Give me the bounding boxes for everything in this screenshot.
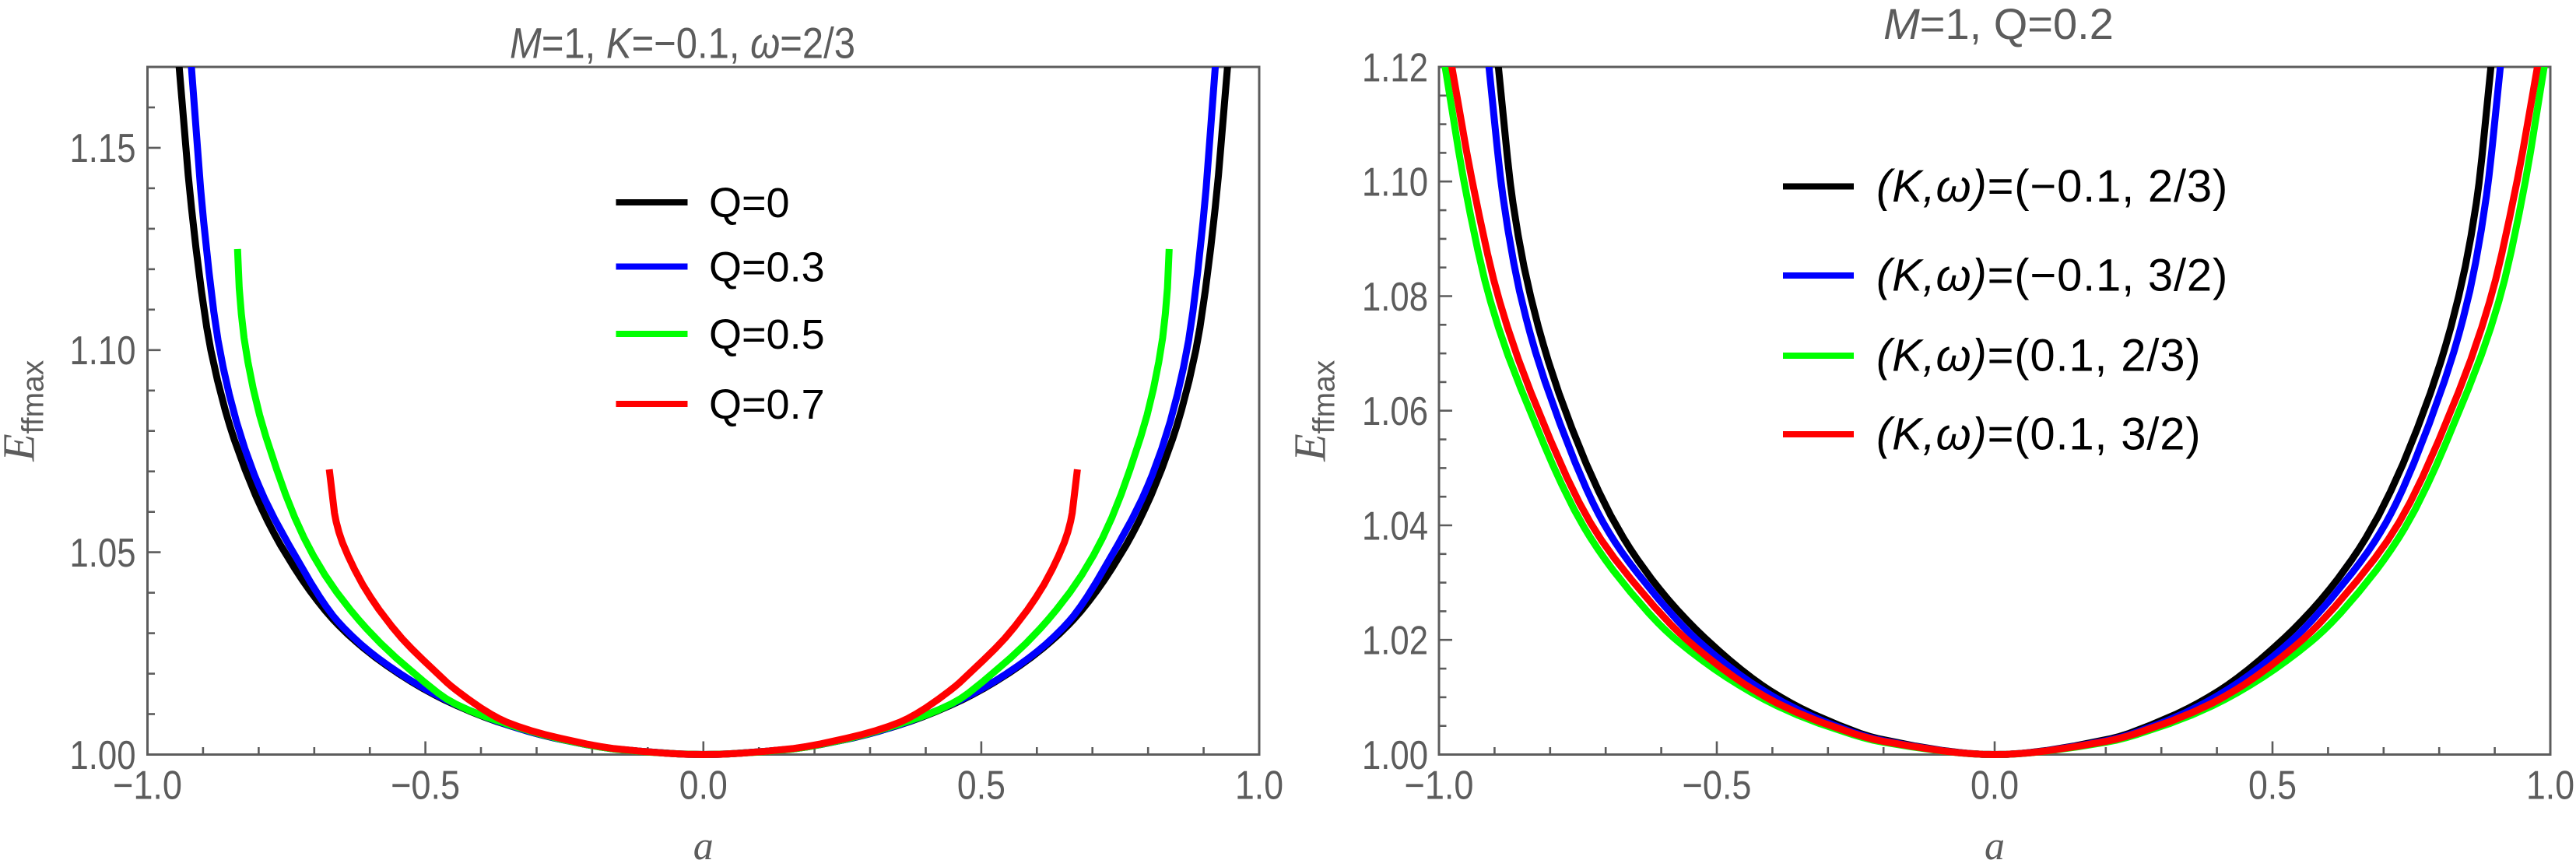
- svg-text:1.04: 1.04: [1362, 504, 1428, 549]
- svg-text:Q=0.5: Q=0.5: [709, 311, 825, 358]
- svg-text:1.0: 1.0: [2526, 763, 2574, 809]
- svg-text:Q=0.7: Q=0.7: [709, 381, 825, 428]
- svg-text:−0.5: −0.5: [1683, 763, 1752, 809]
- svg-text:Q=0: Q=0: [709, 180, 790, 226]
- svg-text:−1.0: −1.0: [113, 763, 182, 809]
- svg-text:a: a: [693, 824, 714, 867]
- svg-text:(K,ω)=(0.1, 3/2): (K,ω)=(0.1, 3/2): [1876, 409, 2201, 460]
- svg-text:−0.5: −0.5: [391, 763, 460, 809]
- svg-text:0.5: 0.5: [2248, 763, 2297, 809]
- svg-text:a: a: [1985, 824, 2005, 867]
- svg-text:1.0: 1.0: [1235, 763, 1283, 809]
- svg-text:1.10: 1.10: [70, 328, 136, 374]
- svg-text:1.15: 1.15: [70, 126, 136, 171]
- svg-text:1.06: 1.06: [1362, 389, 1428, 434]
- svg-text:1.08: 1.08: [1362, 275, 1428, 320]
- svg-text:1.00: 1.00: [70, 733, 136, 778]
- svg-text:1.12: 1.12: [1362, 45, 1428, 90]
- svg-text:(K,ω)=(−0.1, 3/2): (K,ω)=(−0.1, 3/2): [1876, 251, 2228, 301]
- svg-text:0.0: 0.0: [1971, 763, 2019, 809]
- svg-text:(K,ω)=(−0.1, 2/3): (K,ω)=(−0.1, 2/3): [1876, 161, 2228, 212]
- svg-text:M=1, Q=0.2: M=1, Q=0.2: [1883, 0, 2114, 48]
- svg-text:1.00: 1.00: [1362, 733, 1428, 778]
- svg-text:0.0: 0.0: [679, 763, 728, 809]
- svg-text:−1.0: −1.0: [1405, 763, 1474, 809]
- svg-text:1.10: 1.10: [1362, 160, 1428, 205]
- svg-text:1.05: 1.05: [70, 531, 136, 576]
- svg-text:0.5: 0.5: [957, 763, 1005, 809]
- svg-text:Q=0.3: Q=0.3: [709, 244, 825, 291]
- svg-text:Effmax: Effmax: [0, 360, 51, 462]
- svg-text:Effmax: Effmax: [1285, 360, 1342, 462]
- svg-text:M=1, K=−0.1, ω=2/3: M=1, K=−0.1, ω=2/3: [510, 19, 855, 68]
- svg-text:(K,ω)=(0.1, 2/3): (K,ω)=(0.1, 2/3): [1876, 331, 2201, 381]
- svg-text:1.02: 1.02: [1362, 619, 1428, 664]
